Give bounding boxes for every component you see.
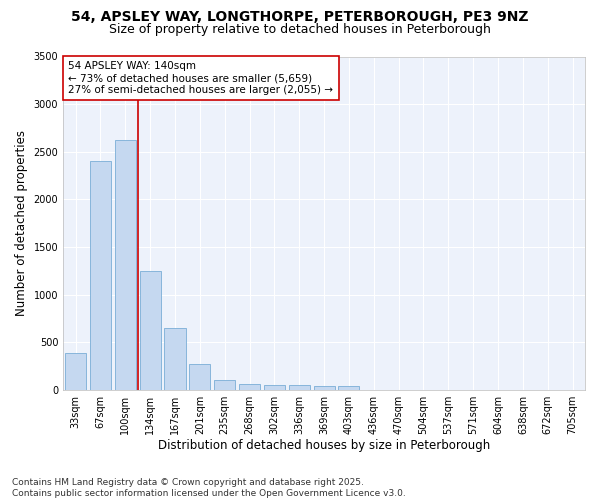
Bar (338, 386, 359, 390)
X-axis label: Distribution of detached houses by size in Peterborough: Distribution of detached houses by size … (158, 440, 490, 452)
Bar (214, 380, 235, 390)
Y-axis label: Number of detached properties: Number of detached properties (15, 130, 28, 316)
Bar (90, 161, 111, 390)
Bar (239, 384, 260, 390)
Bar (115, 140, 136, 390)
Bar (314, 386, 335, 390)
Bar (289, 385, 310, 390)
Text: Size of property relative to detached houses in Peterborough: Size of property relative to detached ho… (109, 22, 491, 36)
Bar (164, 328, 185, 390)
Bar (65, 352, 86, 390)
Text: 54 APSLEY WAY: 140sqm
← 73% of detached houses are smaller (5,659)
27% of semi-d: 54 APSLEY WAY: 140sqm ← 73% of detached … (68, 62, 334, 94)
Bar (189, 364, 211, 390)
Text: Contains HM Land Registry data © Crown copyright and database right 2025.
Contai: Contains HM Land Registry data © Crown c… (12, 478, 406, 498)
Bar (140, 270, 161, 390)
Bar (264, 385, 285, 390)
Text: 54, APSLEY WAY, LONGTHORPE, PETERBOROUGH, PE3 9NZ: 54, APSLEY WAY, LONGTHORPE, PETERBOROUGH… (71, 10, 529, 24)
